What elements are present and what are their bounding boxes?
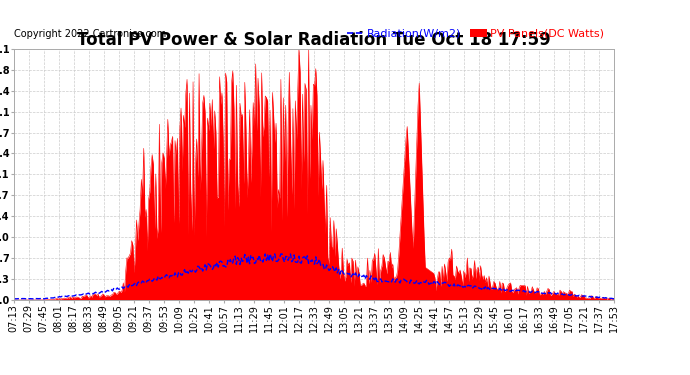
Legend: Radiation(W/m2), PV Panels(DC Watts): Radiation(W/m2), PV Panels(DC Watts) — [342, 24, 609, 43]
Text: Copyright 2022 Cartronics.com: Copyright 2022 Cartronics.com — [14, 29, 166, 39]
Title: Total PV Power & Solar Radiation Tue Oct 18 17:59: Total PV Power & Solar Radiation Tue Oct… — [77, 31, 551, 49]
